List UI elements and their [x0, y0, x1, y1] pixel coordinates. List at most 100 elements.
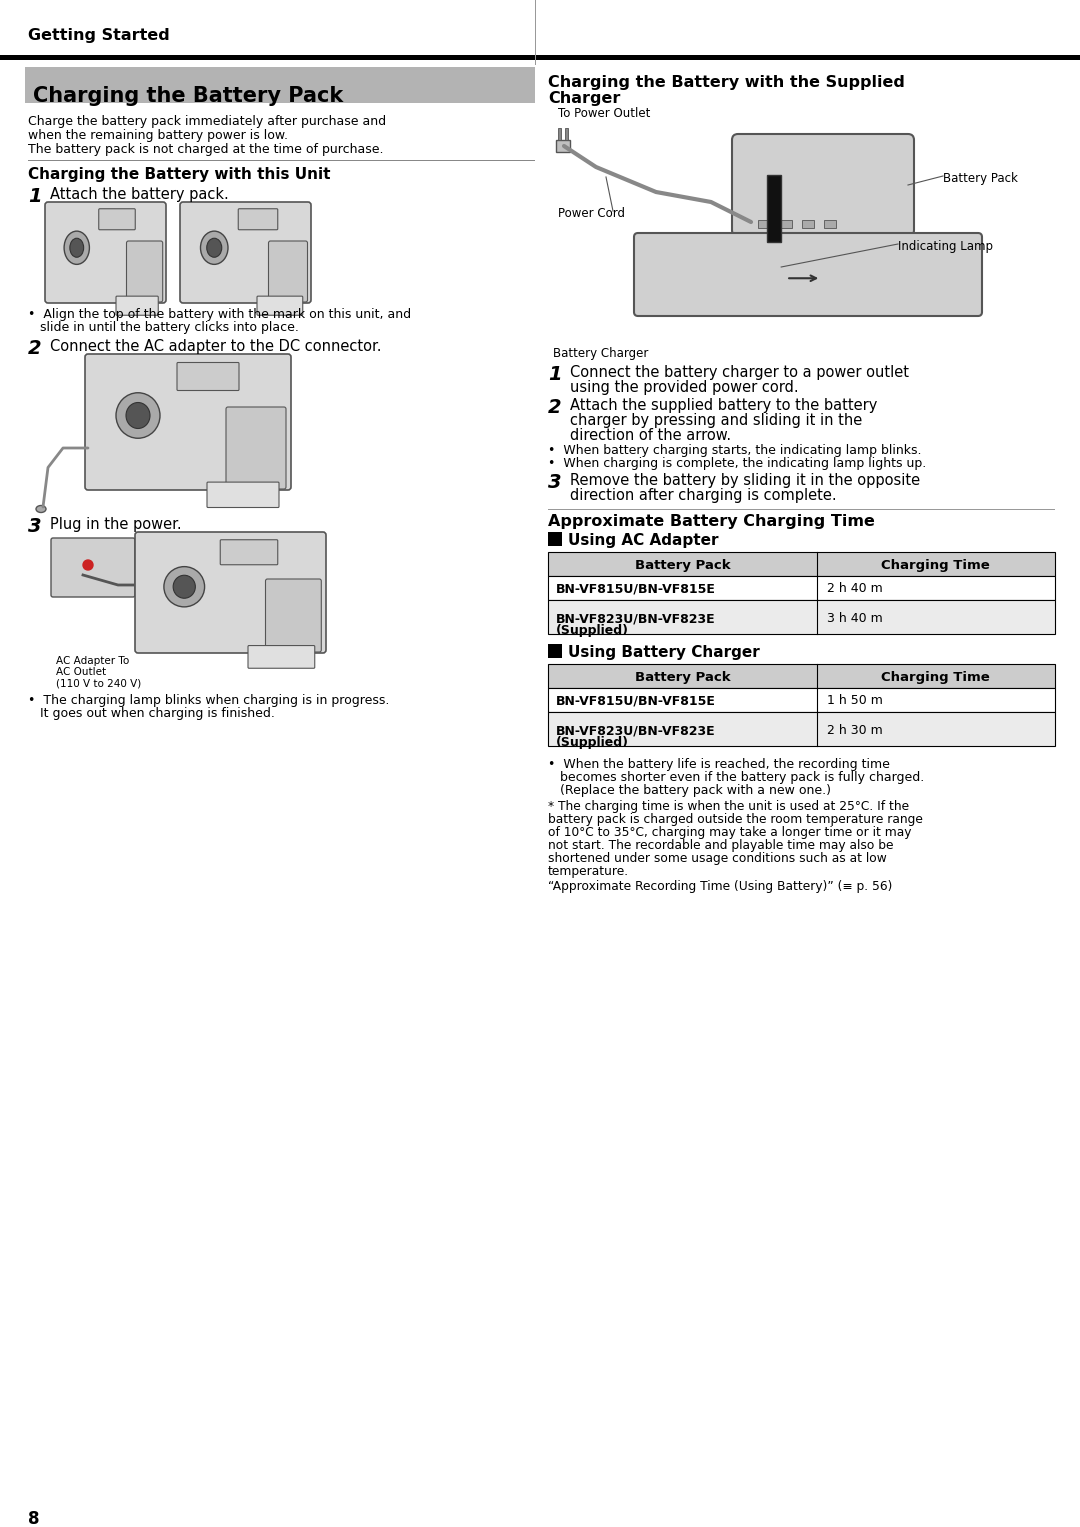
Text: Plug in the power.: Plug in the power.	[50, 518, 181, 531]
Bar	[25, 67, 535, 102]
Ellipse shape	[116, 392, 160, 438]
Text: AC Adapter To: AC Adapter To	[56, 657, 130, 666]
Text: Indicating Lamp: Indicating Lamp	[897, 240, 993, 253]
Text: temperature.: temperature.	[548, 864, 630, 878]
Bar	[548, 551, 1055, 576]
Bar	[548, 664, 1055, 689]
Text: * The charging time is when the unit is used at 25°C. If the: * The charging time is when the unit is …	[548, 800, 909, 812]
Text: when the remaining battery power is low.: when the remaining battery power is low.	[28, 128, 288, 142]
Text: Approximate Battery Charging Time: Approximate Battery Charging Time	[548, 515, 875, 528]
Text: (110 V to 240 V): (110 V to 240 V)	[56, 678, 141, 689]
Text: Charging the Battery with this Unit: Charging the Battery with this Unit	[28, 166, 330, 182]
Text: 3: 3	[28, 518, 42, 536]
Text: BN-VF823U/BN-VF823E: BN-VF823U/BN-VF823E	[556, 612, 716, 625]
Text: (Supplied): (Supplied)	[556, 625, 629, 637]
Text: Using Battery Charger: Using Battery Charger	[568, 644, 759, 660]
FancyBboxPatch shape	[116, 296, 159, 315]
Text: 3: 3	[548, 473, 562, 492]
Text: Battery Charger: Battery Charger	[553, 347, 648, 360]
Text: Charge the battery pack immediately after purchase and: Charge the battery pack immediately afte…	[28, 115, 387, 128]
Text: •  When charging is complete, the indicating lamp lights up.: • When charging is complete, the indicat…	[548, 457, 927, 470]
Text: Charger: Charger	[548, 92, 620, 105]
Text: 2: 2	[28, 339, 42, 357]
FancyBboxPatch shape	[226, 408, 286, 489]
Bar	[780, 220, 792, 228]
Text: 2: 2	[548, 399, 562, 417]
FancyBboxPatch shape	[135, 531, 326, 654]
Text: (Replace the battery pack with a new one.): (Replace the battery pack with a new one…	[548, 783, 831, 797]
Text: Connect the AC adapter to the DC connector.: Connect the AC adapter to the DC connect…	[50, 339, 381, 354]
Circle shape	[83, 560, 93, 570]
Bar	[548, 600, 1055, 634]
FancyBboxPatch shape	[266, 579, 322, 652]
FancyBboxPatch shape	[126, 241, 163, 302]
Ellipse shape	[36, 505, 46, 513]
Text: “Approximate Recording Time (Using Battery)” (≡ p. 56): “Approximate Recording Time (Using Batte…	[548, 880, 892, 893]
Text: Charging Time: Charging Time	[881, 670, 990, 684]
Text: slide in until the battery clicks into place.: slide in until the battery clicks into p…	[28, 321, 299, 334]
FancyBboxPatch shape	[51, 538, 135, 597]
Bar	[0, 55, 1080, 60]
Text: (Supplied): (Supplied)	[556, 736, 629, 750]
Text: charger by pressing and sliding it in the: charger by pressing and sliding it in th…	[570, 412, 862, 428]
Text: Power Cord: Power Cord	[558, 208, 625, 220]
Text: •  When the battery life is reached, the recording time: • When the battery life is reached, the …	[548, 757, 890, 771]
Text: 1: 1	[28, 186, 42, 206]
FancyBboxPatch shape	[732, 134, 914, 237]
Bar	[548, 576, 1055, 600]
Ellipse shape	[70, 238, 83, 257]
Bar	[558, 128, 561, 140]
Text: •  Align the top of the battery with the mark on this unit, and: • Align the top of the battery with the …	[28, 308, 411, 321]
Text: Charging Time: Charging Time	[881, 559, 990, 571]
Bar	[802, 220, 814, 228]
Ellipse shape	[64, 231, 90, 264]
Text: Battery Pack: Battery Pack	[635, 670, 730, 684]
Text: The battery pack is not charged at the time of purchase.: The battery pack is not charged at the t…	[28, 144, 383, 156]
Text: becomes shorter even if the battery pack is fully charged.: becomes shorter even if the battery pack…	[548, 771, 924, 783]
Text: Battery Pack: Battery Pack	[943, 173, 1017, 185]
Bar	[548, 689, 1055, 712]
FancyBboxPatch shape	[98, 209, 135, 229]
Text: BN-VF815U/BN-VF815E: BN-VF815U/BN-VF815E	[556, 695, 716, 707]
Text: direction after charging is complete.: direction after charging is complete.	[570, 489, 837, 502]
FancyBboxPatch shape	[45, 202, 166, 302]
Text: 2 h 30 m: 2 h 30 m	[826, 724, 882, 738]
Text: Using AC Adapter: Using AC Adapter	[568, 533, 718, 548]
Text: It goes out when charging is finished.: It goes out when charging is finished.	[28, 707, 275, 721]
Text: 2 h 40 m: 2 h 40 m	[826, 582, 882, 596]
Ellipse shape	[126, 403, 150, 429]
Text: 8: 8	[28, 1510, 40, 1527]
Text: AC Outlet: AC Outlet	[56, 667, 106, 676]
Text: To Power Outlet: To Power Outlet	[558, 107, 650, 121]
FancyBboxPatch shape	[177, 362, 239, 391]
Text: Connect the battery charger to a power outlet: Connect the battery charger to a power o…	[570, 365, 909, 380]
Text: 3 h 40 m: 3 h 40 m	[826, 612, 882, 625]
Text: BN-VF823U/BN-VF823E: BN-VF823U/BN-VF823E	[556, 724, 716, 738]
FancyBboxPatch shape	[634, 234, 982, 316]
Bar	[824, 220, 836, 228]
Text: not start. The recordable and playable time may also be: not start. The recordable and playable t…	[548, 838, 893, 852]
FancyBboxPatch shape	[257, 296, 302, 315]
Text: battery pack is charged outside the room temperature range: battery pack is charged outside the room…	[548, 812, 923, 826]
Ellipse shape	[206, 238, 221, 257]
Ellipse shape	[173, 576, 195, 599]
FancyBboxPatch shape	[269, 241, 308, 302]
Text: Remove the battery by sliding it in the opposite: Remove the battery by sliding it in the …	[570, 473, 920, 489]
Text: shortened under some usage conditions such as at low: shortened under some usage conditions su…	[548, 852, 887, 864]
Text: Charging the Battery Pack: Charging the Battery Pack	[33, 86, 343, 105]
Bar	[548, 644, 562, 658]
Bar	[565, 128, 568, 140]
Bar	[556, 140, 570, 153]
Text: direction of the arrow.: direction of the arrow.	[570, 428, 731, 443]
Text: using the provided power cord.: using the provided power cord.	[570, 380, 798, 395]
Text: Attach the battery pack.: Attach the battery pack.	[50, 186, 229, 202]
Text: 1: 1	[548, 365, 562, 383]
FancyBboxPatch shape	[207, 483, 279, 507]
Text: Battery Pack: Battery Pack	[635, 559, 730, 571]
Bar	[767, 176, 781, 241]
FancyBboxPatch shape	[180, 202, 311, 302]
Bar	[758, 220, 770, 228]
Ellipse shape	[164, 567, 204, 606]
Text: Charging the Battery with the Supplied: Charging the Battery with the Supplied	[548, 75, 905, 90]
FancyBboxPatch shape	[85, 354, 291, 490]
